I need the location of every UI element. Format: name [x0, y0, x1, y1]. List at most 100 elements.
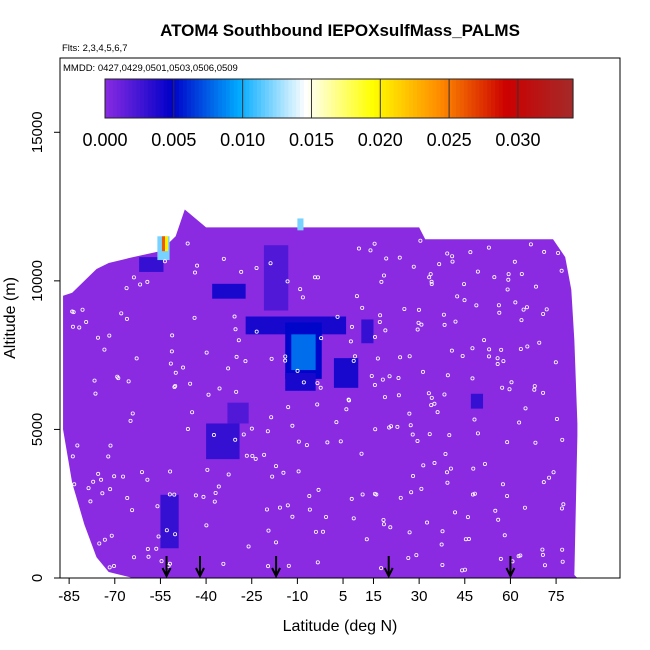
sample-marker [381, 273, 386, 278]
sample-marker [411, 264, 416, 269]
colorbar-segment [311, 79, 317, 118]
sample-marker [84, 320, 89, 325]
x-tick-label: -25 [241, 588, 263, 605]
sample-marker [173, 532, 178, 537]
sample-marker [432, 461, 437, 466]
sample-marker [443, 451, 448, 456]
sample-marker [411, 474, 416, 479]
sample-marker [398, 355, 403, 360]
sample-marker [244, 453, 249, 458]
sample-marker [542, 249, 547, 254]
colorbar-segment [276, 79, 282, 118]
colorbar-segment [210, 79, 215, 118]
sample-marker [169, 349, 174, 354]
sample-marker [71, 310, 76, 315]
sample-marker [382, 395, 387, 400]
sample-marker [402, 306, 407, 311]
colorbar-segment [397, 79, 402, 118]
colorbar-segment [112, 79, 118, 118]
colorbar-segment [128, 79, 133, 118]
sample-marker [381, 517, 386, 522]
sample-marker [501, 359, 506, 364]
sample-marker [470, 346, 475, 351]
sample-marker [497, 310, 502, 315]
sample-marker [512, 259, 517, 264]
sample-marker [559, 268, 564, 273]
sample-marker [496, 517, 501, 522]
colorbar-segment [132, 79, 137, 118]
sample-marker [435, 410, 440, 415]
sample-marker [108, 487, 113, 492]
sample-marker [547, 475, 552, 480]
sample-marker [426, 391, 431, 396]
sample-marker [450, 259, 455, 264]
sample-marker [419, 322, 424, 327]
sample-marker [138, 282, 143, 287]
sample-marker [77, 325, 82, 330]
sample-marker [351, 516, 356, 521]
sample-marker [274, 540, 279, 545]
flight-arrow-head [161, 567, 172, 579]
sample-marker [388, 525, 393, 530]
sample-marker [298, 287, 303, 292]
sample-marker [173, 370, 178, 375]
sample-marker [128, 418, 133, 423]
colorbar-tick-label: 0.030 [495, 130, 540, 150]
colorbar-tick-label: 0.015 [289, 130, 334, 150]
colorbar-segment [502, 79, 508, 118]
sample-marker [429, 279, 434, 284]
sample-marker [162, 259, 167, 264]
sample-marker [265, 429, 270, 434]
colorbar-segment [296, 79, 301, 118]
sample-marker [500, 385, 505, 390]
sample-marker [521, 307, 526, 312]
colorbar-segment [510, 79, 516, 118]
sample-marker [408, 423, 413, 428]
sample-marker [445, 373, 450, 378]
colorbar-segment [202, 79, 207, 118]
x-tick-label: 15 [365, 588, 382, 605]
sample-marker [374, 492, 379, 497]
sample-marker [449, 348, 454, 353]
sample-marker [427, 432, 432, 437]
sample-marker [300, 295, 305, 300]
sample-marker [482, 338, 487, 343]
sample-marker [509, 380, 514, 385]
colorbar-segment [417, 79, 422, 118]
sample-marker [499, 347, 504, 352]
colorbar-segment [389, 79, 395, 118]
sample-marker [519, 271, 524, 276]
sample-marker [168, 469, 173, 474]
colorbar-segment [381, 79, 387, 118]
sample-marker [532, 384, 537, 389]
sample-marker [96, 471, 101, 476]
colorbar-segment [339, 79, 344, 118]
colorbar-segment [350, 79, 356, 118]
flight-arrow-head [505, 567, 516, 579]
sample-marker [518, 346, 523, 351]
sample-marker [537, 340, 542, 345]
sample-marker [319, 336, 324, 341]
sample-marker [145, 546, 150, 551]
sample-marker [409, 490, 414, 495]
sample-marker [415, 327, 420, 332]
colorbar-segment [303, 79, 309, 118]
sample-marker [425, 520, 430, 525]
colorbar-segment [557, 79, 562, 118]
colorbar-tick-label: 0.020 [358, 130, 403, 150]
sample-marker [139, 470, 144, 475]
sample-marker [373, 427, 378, 432]
sample-marker [334, 420, 339, 425]
sample-marker [533, 284, 538, 289]
sample-marker [551, 470, 556, 475]
colorbar-segment [245, 79, 250, 118]
sample-marker [560, 437, 565, 442]
sample-marker [124, 286, 129, 291]
sample-markers [70, 238, 566, 573]
sample-marker [523, 406, 528, 411]
sample-marker [416, 307, 421, 312]
sample-marker [86, 486, 91, 491]
sample-marker [70, 454, 75, 459]
flight-arrow-head [383, 567, 394, 579]
sample-marker [221, 256, 226, 261]
